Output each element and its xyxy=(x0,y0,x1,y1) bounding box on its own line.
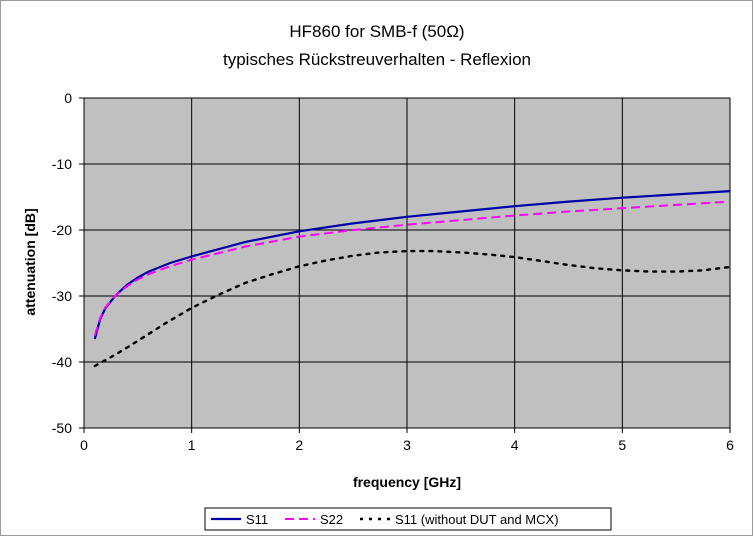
series-line-1 xyxy=(93,200,731,336)
y-tick-label-3: -30 xyxy=(52,288,72,304)
legend-label-1: S22 xyxy=(320,512,343,527)
x-tick-label-0: 0 xyxy=(80,437,88,453)
legend: S11 S22 S11 (without DUT and MCX) xyxy=(204,507,612,531)
x-tick-label-4: 4 xyxy=(511,437,519,453)
y-axis-label: attenuation [dB] xyxy=(22,208,38,315)
grid-lines xyxy=(83,97,731,429)
legend-label-2: S11 (without DUT and MCX) xyxy=(395,512,559,527)
x-tick-label-3: 3 xyxy=(403,437,411,453)
y-tick-label-1: -10 xyxy=(52,156,72,172)
x-axis-label: frequency [GHz] xyxy=(353,474,461,490)
axis-ticks: 0 1 2 3 4 5 6 0 -10 -20 -30 -40 -50 xyxy=(52,90,734,453)
y-tick-label-0: 0 xyxy=(64,90,72,106)
legend-box xyxy=(204,507,612,531)
x-tick-label-6: 6 xyxy=(726,437,734,453)
chart-subtitle: typisches Rückstreuverhalten - Reflexion xyxy=(223,50,531,69)
y-tick-label-2: -20 xyxy=(52,222,72,238)
y-tick-label-5: -50 xyxy=(52,420,72,436)
y-tick-label-4: -40 xyxy=(52,354,72,370)
series-lines xyxy=(93,190,732,368)
x-tick-label-2: 2 xyxy=(295,437,303,453)
chart-title: HF860 for SMB-f (50Ω) xyxy=(289,22,464,41)
legend-label-0: S11 xyxy=(246,512,268,527)
x-tick-label-1: 1 xyxy=(188,437,196,453)
x-tick-label-5: 5 xyxy=(618,437,626,453)
